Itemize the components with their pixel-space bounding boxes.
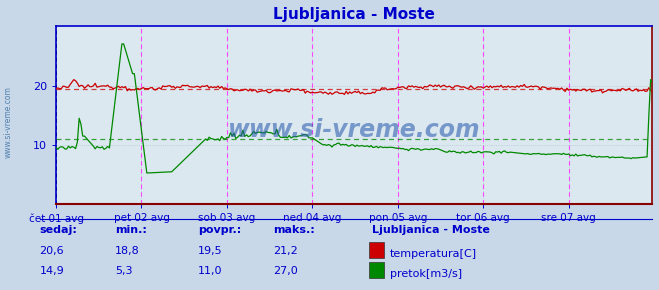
Text: pretok[m3/s]: pretok[m3/s] [390,269,462,279]
Text: 18,8: 18,8 [115,246,140,256]
Text: Ljubljanica - Moste: Ljubljanica - Moste [372,225,490,235]
Text: 14,9: 14,9 [40,266,65,276]
Text: www.si-vreme.com: www.si-vreme.com [4,86,13,158]
Text: temperatura[C]: temperatura[C] [390,249,477,259]
Text: 19,5: 19,5 [198,246,222,256]
Text: sedaj:: sedaj: [40,225,77,235]
Text: 21,2: 21,2 [273,246,299,256]
Text: povpr.:: povpr.: [198,225,241,235]
Text: 11,0: 11,0 [198,266,222,276]
Title: Ljubljanica - Moste: Ljubljanica - Moste [273,7,435,22]
Text: 5,3: 5,3 [115,266,133,276]
Text: 27,0: 27,0 [273,266,299,276]
Text: min.:: min.: [115,225,147,235]
Text: maks.:: maks.: [273,225,315,235]
Text: 20,6: 20,6 [40,246,64,256]
Text: www.si-vreme.com: www.si-vreme.com [228,117,480,142]
